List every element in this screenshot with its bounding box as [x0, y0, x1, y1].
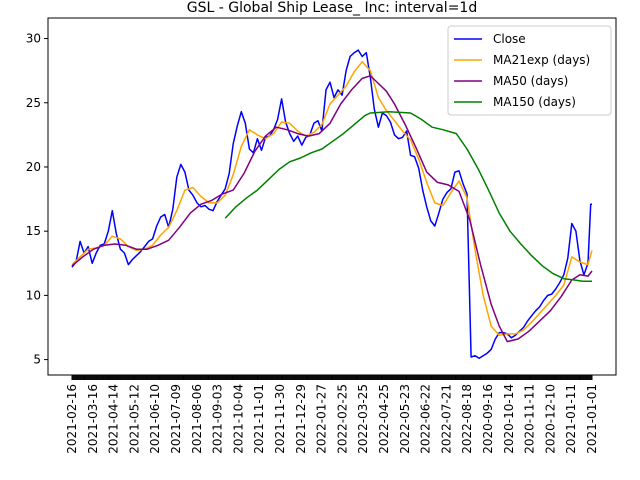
legend-label: Close [493, 32, 526, 46]
x-tick-label: 2021-06-10 [148, 384, 162, 454]
x-tick-label: 2021-05-12 [127, 384, 141, 454]
legend-label: MA50 (days) [493, 74, 568, 88]
x-tick-label: 2021-08-06 [190, 384, 204, 454]
series-line-0 [71, 49, 592, 360]
x-tick-label: 2022-03-25 [356, 384, 370, 454]
x-tick-label: 2022-07-21 [439, 384, 453, 454]
x-tick-label: 2021-11-01 [252, 384, 266, 454]
x-tick-label: 2020-11-11 [523, 384, 537, 454]
x-tick-label: 2022-06-22 [419, 384, 433, 454]
x-axis: 2021-02-16 2021-03-16 2021-04-14 2021-05-12… [65, 375, 599, 454]
legend: Close MA21exp (days) MA50 (days) MA150 (day… [447, 25, 612, 116]
series-line-3 [224, 110, 592, 283]
x-tick-label: 2020-09-16 [481, 384, 495, 454]
plot-frame [47, 17, 617, 376]
x-tick-label: 2021-01-01 [585, 384, 599, 454]
series-line-1 [71, 60, 593, 336]
x-tick-label: 2021-12-29 [294, 384, 308, 454]
x-tick-label: 2022-05-23 [398, 384, 412, 454]
y-tick-label: 10 [26, 288, 41, 302]
y-tick-label: 30 [26, 32, 41, 46]
x-tick-label: 2022-01-27 [315, 384, 329, 454]
y-axis: 5 10 15 20 25 30 [26, 32, 48, 367]
legend-label: MA21exp (days) [493, 53, 590, 67]
x-tick-label: 2022-04-25 [377, 384, 391, 454]
y-tick-label: 25 [26, 96, 41, 110]
x-tick-label: 2021-04-14 [107, 384, 121, 454]
x-tick-label: 2022-02-25 [335, 384, 349, 454]
y-tick-label: 20 [26, 160, 41, 174]
x-tick-label: 2021-03-16 [86, 384, 100, 454]
x-tick-label: 2021-11-30 [273, 384, 287, 454]
x-tick-label: 2020-10-14 [502, 384, 516, 454]
x-tick-label: 2020-12-10 [543, 384, 557, 454]
y-tick-label: 5 [33, 353, 41, 367]
legend-box [447, 25, 612, 116]
series-layer [71, 49, 593, 360]
y-tick-label: 15 [26, 224, 41, 238]
x-tick-label: 2021-02-16 [65, 384, 79, 454]
x-minor-ticks [71, 375, 593, 380]
x-tick-label: 2021-09-03 [211, 384, 225, 454]
x-tick-label: 2022-08-18 [460, 384, 474, 454]
x-tick-label: 2021-07-09 [169, 384, 183, 454]
series-line-2 [71, 75, 593, 343]
legend-label: MA150 (days) [493, 95, 576, 109]
chart-title: GSL - Global Ship Lease_ Inc: interval=1… [187, 0, 477, 16]
x-tick-label: 2021-01-11 [564, 384, 578, 454]
x-tick-label: 2021-10-04 [231, 384, 245, 454]
